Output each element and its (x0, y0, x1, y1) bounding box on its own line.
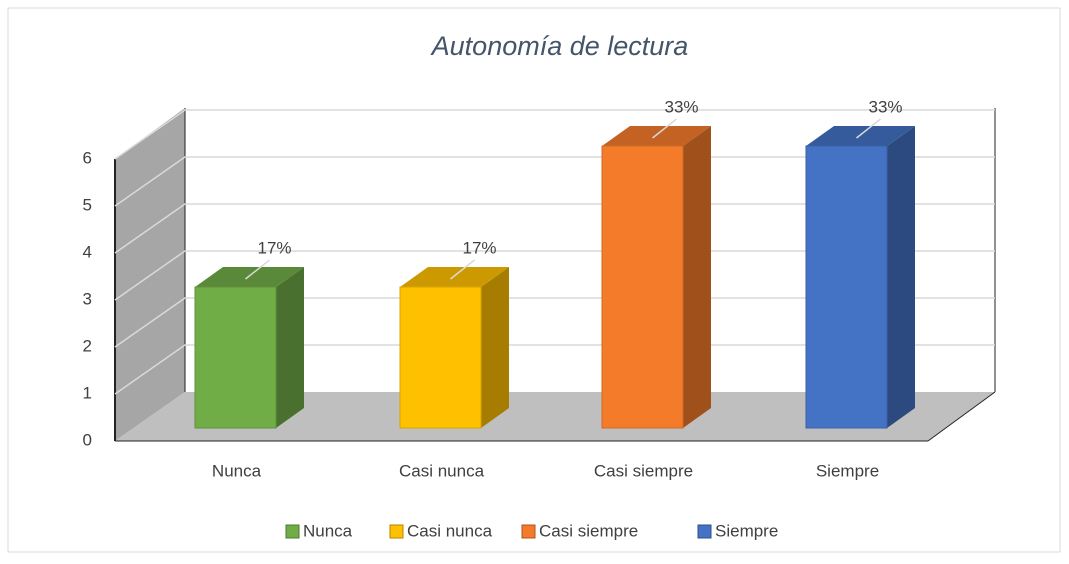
grid-line (114, 297, 995, 348)
leader-line (652, 118, 677, 139)
data-label: 33% (868, 97, 902, 116)
grid-line (114, 250, 995, 301)
y-tick-label: 6 (83, 148, 92, 167)
legend-label: Siempre (715, 521, 778, 540)
bar (601, 145, 684, 429)
legend-swatch (389, 524, 404, 539)
legend-label: Casi siempre (539, 521, 638, 540)
bar-top (806, 126, 915, 146)
x-tick-label: Nunca (212, 461, 262, 480)
y-tick-label: 0 (83, 430, 92, 449)
legend-label: Nunca (303, 521, 353, 540)
side-wall (115, 108, 185, 441)
bar (194, 286, 277, 429)
floor (115, 392, 995, 441)
x-tick-label: Siempre (816, 461, 879, 480)
x-tick-label: Casi siempre (594, 461, 693, 480)
x-tick-label: Casi nunca (399, 461, 485, 480)
grid-line (114, 203, 995, 254)
grid-line (114, 344, 995, 395)
data-label: 33% (664, 97, 698, 116)
y-tick-label: 1 (83, 383, 92, 402)
data-label: 17% (462, 238, 496, 257)
bar-top (195, 267, 304, 287)
bar-side (276, 267, 304, 428)
legend-swatch (697, 524, 712, 539)
legend-swatch (285, 524, 300, 539)
bar-top (400, 267, 509, 287)
data-label: 17% (257, 238, 291, 257)
legend-swatch (521, 524, 536, 539)
y-tick-label: 4 (83, 242, 92, 261)
leader-line (245, 259, 270, 280)
floor-edge (927, 391, 996, 442)
grid-line (114, 109, 995, 160)
leader-line (450, 259, 475, 280)
y-tick-label: 2 (83, 336, 92, 355)
legend-label: Casi nunca (407, 521, 493, 540)
bar (399, 286, 482, 429)
bar-side (481, 267, 509, 428)
leader-line (856, 118, 881, 139)
bar-side (887, 126, 915, 428)
y-tick-label: 5 (83, 195, 92, 214)
y-tick-label: 3 (83, 289, 92, 308)
bar (805, 145, 888, 429)
bar-top (602, 126, 711, 146)
chart-title: Autonomía de lectura (430, 31, 689, 61)
grid-line (114, 156, 995, 207)
bar-side (683, 126, 711, 428)
